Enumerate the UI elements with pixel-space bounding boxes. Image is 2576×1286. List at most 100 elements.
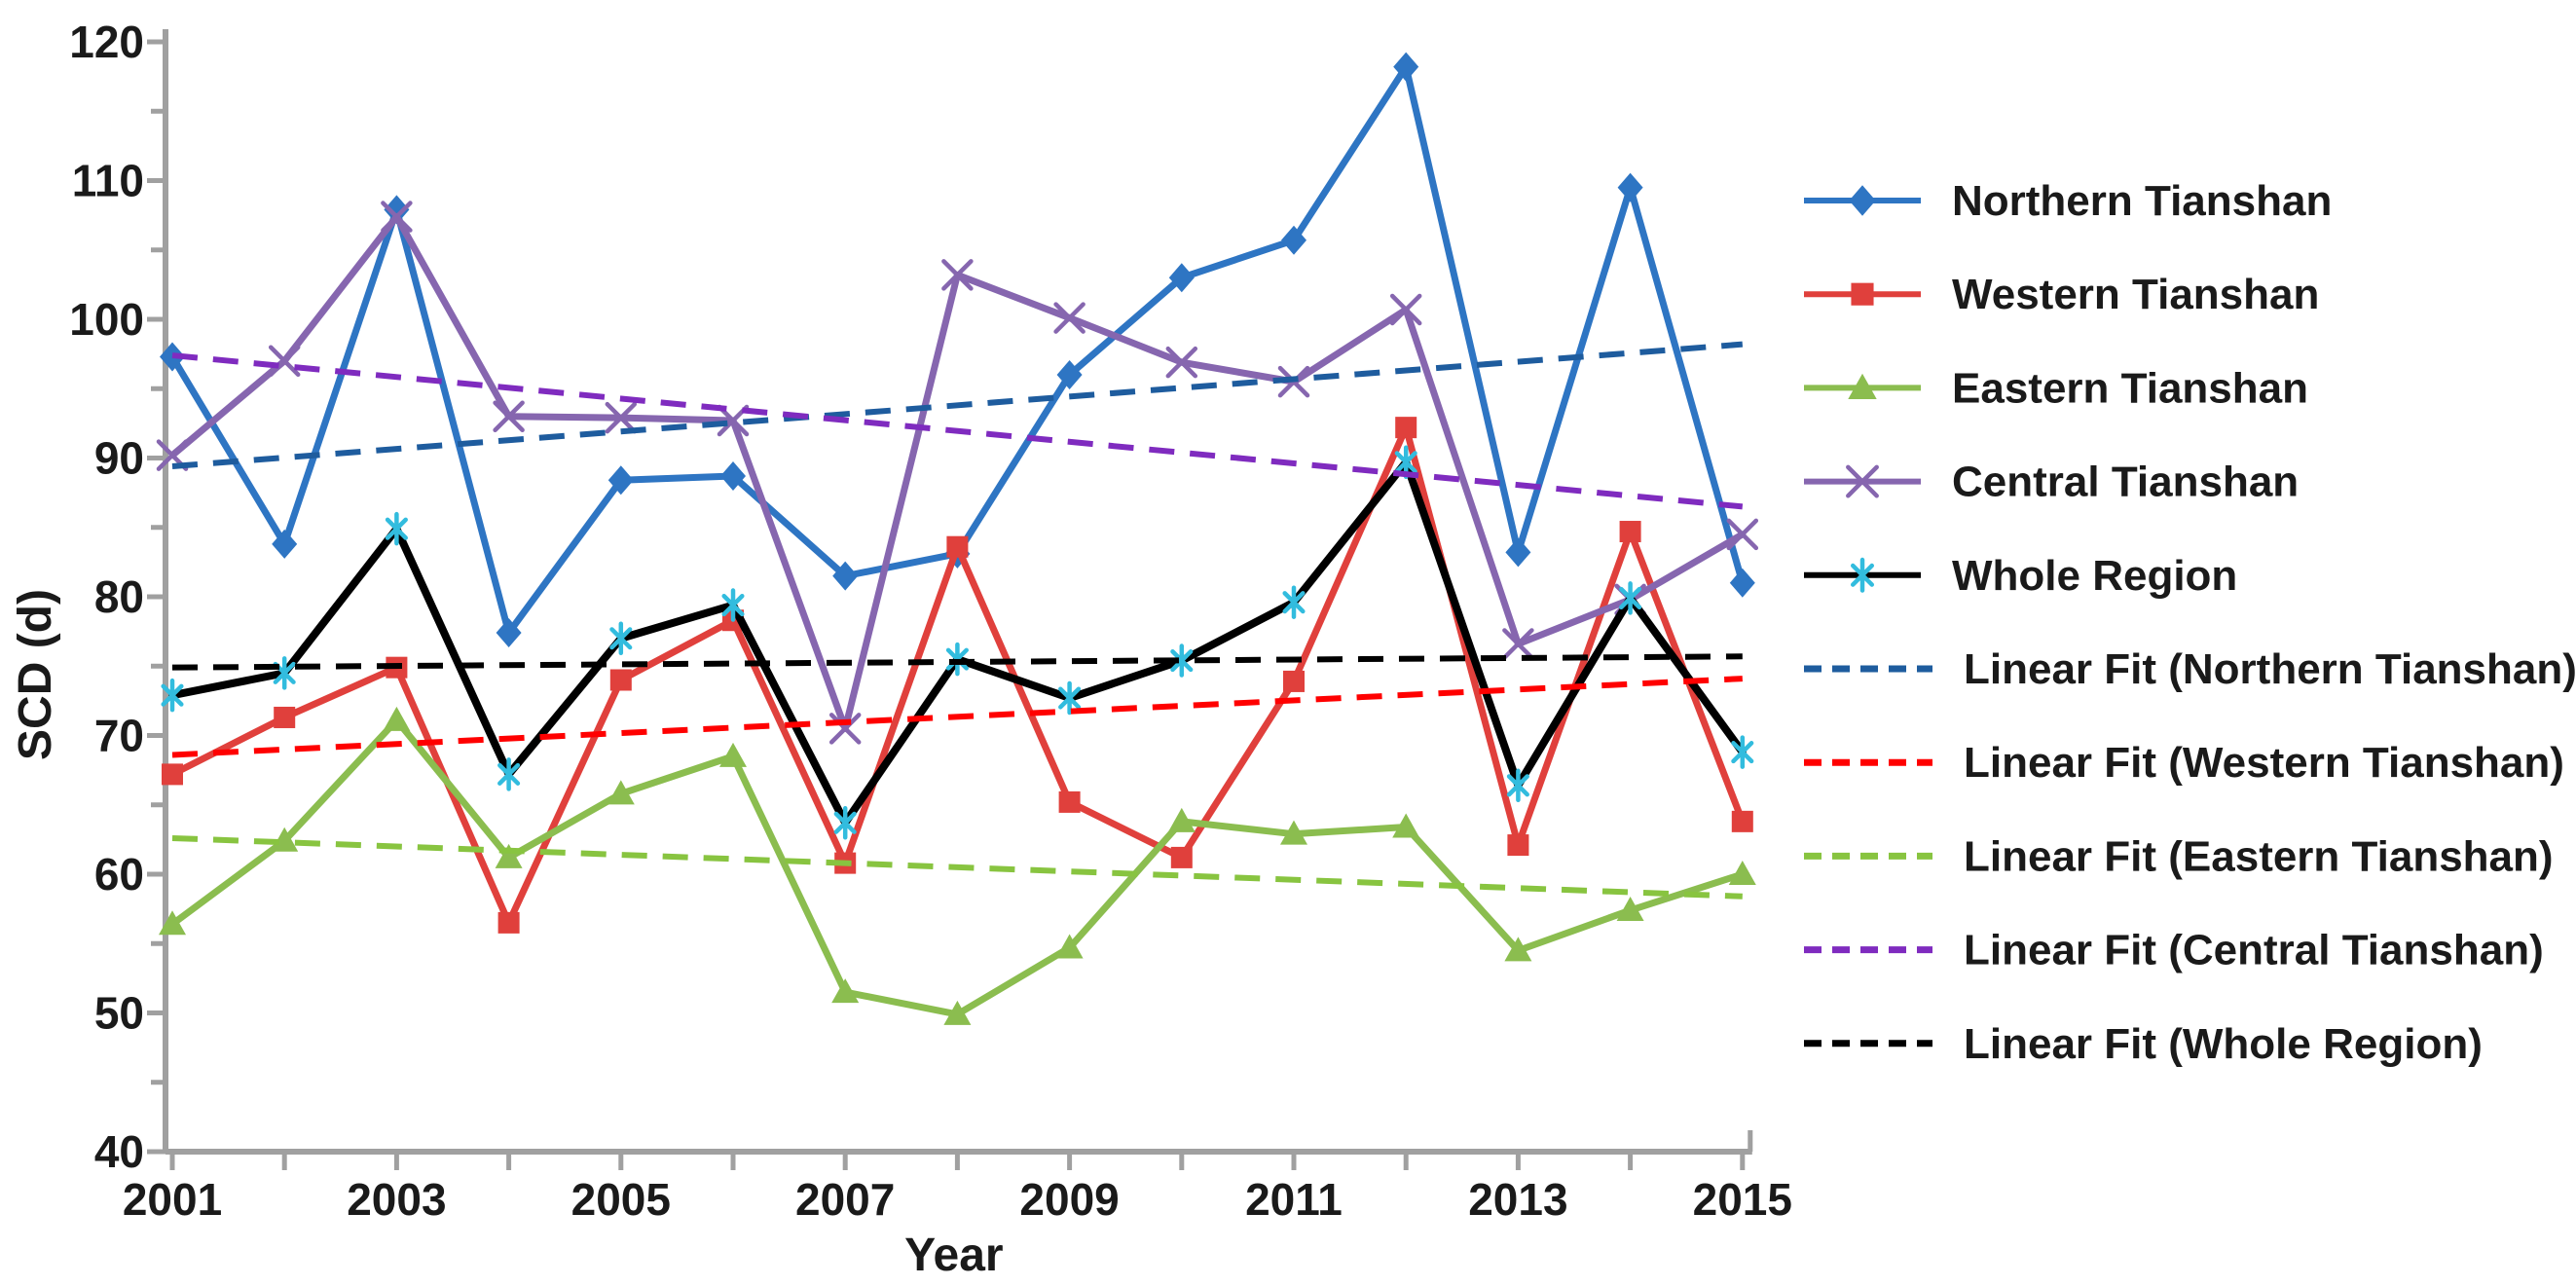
x-tick-label: 2011 <box>1245 1174 1343 1225</box>
trendline-8 <box>171 352 1744 510</box>
asterisk-marker <box>1731 735 1754 769</box>
square-marker <box>497 911 520 934</box>
trendline-5 <box>171 341 1744 470</box>
y-tick-label: 90 <box>94 433 144 484</box>
asterisk-marker <box>1619 581 1642 615</box>
square-marker <box>1507 834 1529 857</box>
square-marker <box>1619 521 1641 543</box>
y-tick-label: 70 <box>94 711 144 761</box>
diamond-marker <box>1729 568 1755 598</box>
square-marker <box>1395 417 1417 439</box>
x-marker <box>1053 302 1086 334</box>
asterisk-marker <box>1506 768 1529 803</box>
triangle-marker <box>831 978 860 1004</box>
x-axis-title: Year <box>904 1230 1003 1281</box>
diamond-marker <box>1168 263 1195 293</box>
x-marker <box>268 345 301 377</box>
x-marker <box>493 400 525 432</box>
asterisk-marker <box>161 678 184 713</box>
triangle-marker <box>943 1000 972 1025</box>
triangle-marker <box>607 780 635 805</box>
triangle-marker <box>1616 897 1644 922</box>
x-marker <box>381 201 413 233</box>
x-tick-label: 2007 <box>795 1174 895 1225</box>
y-tick-label: 40 <box>94 1126 144 1177</box>
legend-label: Western Tianshan <box>1952 271 2319 318</box>
y-tick-label: 110 <box>72 156 144 206</box>
square-marker <box>162 763 183 786</box>
diamond-marker <box>1281 225 1306 255</box>
x-tick-label: 2001 <box>123 1174 222 1225</box>
triangle-marker <box>383 706 411 731</box>
asterisk-marker <box>1282 585 1306 619</box>
diamond-marker <box>1393 52 1419 82</box>
square-marker <box>1283 670 1305 692</box>
x-marker <box>605 401 638 434</box>
square-marker <box>946 535 969 558</box>
asterisk-marker <box>1058 680 1082 716</box>
asterisk-marker <box>497 757 521 791</box>
triangle-marker <box>1280 820 1307 845</box>
legend-label: Eastern Tianshan <box>1952 364 2308 412</box>
legend-label: Linear Fit (Central Tianshan) <box>1964 927 2544 974</box>
triangle-marker <box>1504 937 1532 962</box>
diamond-marker <box>272 529 298 559</box>
square-marker <box>1731 810 1753 832</box>
x-tick-label: 2015 <box>1693 1174 1792 1225</box>
legend-label: Whole Region <box>1952 552 2237 600</box>
x-tick-label: 2005 <box>571 1174 671 1225</box>
legend-label: Northern Tianshan <box>1952 177 2332 225</box>
trendline-7 <box>171 834 1743 900</box>
diamond-marker <box>1617 172 1643 202</box>
y-tick-label: 50 <box>94 988 144 1039</box>
triangle-marker <box>1055 934 1084 959</box>
trendline-9 <box>171 653 1743 671</box>
square-marker <box>274 706 296 728</box>
y-tick-label: 60 <box>94 849 144 900</box>
diamond-marker <box>1505 537 1531 568</box>
triangle-marker <box>1167 807 1196 832</box>
triangle-marker <box>271 827 299 852</box>
square-marker <box>1058 790 1081 813</box>
x-tick-label: 2003 <box>347 1174 446 1225</box>
triangle-marker <box>1392 813 1420 838</box>
y-tick-label: 100 <box>69 294 144 345</box>
y-axis-title: SCD (d) <box>10 589 61 760</box>
asterisk-marker <box>609 621 633 655</box>
legend-label: Linear Fit (Northern Tianshan) <box>1964 645 2576 693</box>
x-marker <box>1389 293 1422 326</box>
x-tick-label: 2009 <box>1019 1174 1119 1225</box>
triangle-marker <box>719 742 747 767</box>
x-marker <box>1165 346 1198 379</box>
diamond-marker <box>720 461 746 492</box>
asterisk-marker <box>1850 557 1875 593</box>
y-tick-label: 80 <box>94 571 144 622</box>
asterisk-marker <box>385 511 408 546</box>
x-marker <box>1726 518 1759 551</box>
legend-label: Linear Fit (Eastern Tianshan) <box>1964 832 2554 880</box>
diamond-marker <box>607 465 634 496</box>
legend-label: Linear Fit (Western Tianshan) <box>1964 739 2564 787</box>
asterisk-marker <box>1170 643 1194 678</box>
legend-label: Linear Fit (Whole Region) <box>1964 1020 2483 1068</box>
trendline-6 <box>171 676 1743 758</box>
square-marker <box>609 669 632 691</box>
diamond-marker <box>1849 185 1876 216</box>
diamond-marker <box>496 618 522 648</box>
square-marker <box>1851 282 1874 306</box>
diamond-marker <box>384 195 410 225</box>
triangle-marker <box>1848 373 1877 399</box>
triangle-marker <box>1728 861 1756 885</box>
x-tick-label: 2013 <box>1468 1174 1567 1225</box>
x-marker <box>941 259 974 291</box>
y-tick-label: 120 <box>69 17 144 67</box>
triangle-marker <box>495 843 523 868</box>
legend-label: Central Tianshan <box>1952 459 2299 506</box>
triangle-marker <box>159 910 186 936</box>
asterisk-marker <box>721 588 745 622</box>
asterisk-marker <box>833 806 857 840</box>
x-marker <box>828 713 862 745</box>
diamond-marker <box>832 561 859 591</box>
